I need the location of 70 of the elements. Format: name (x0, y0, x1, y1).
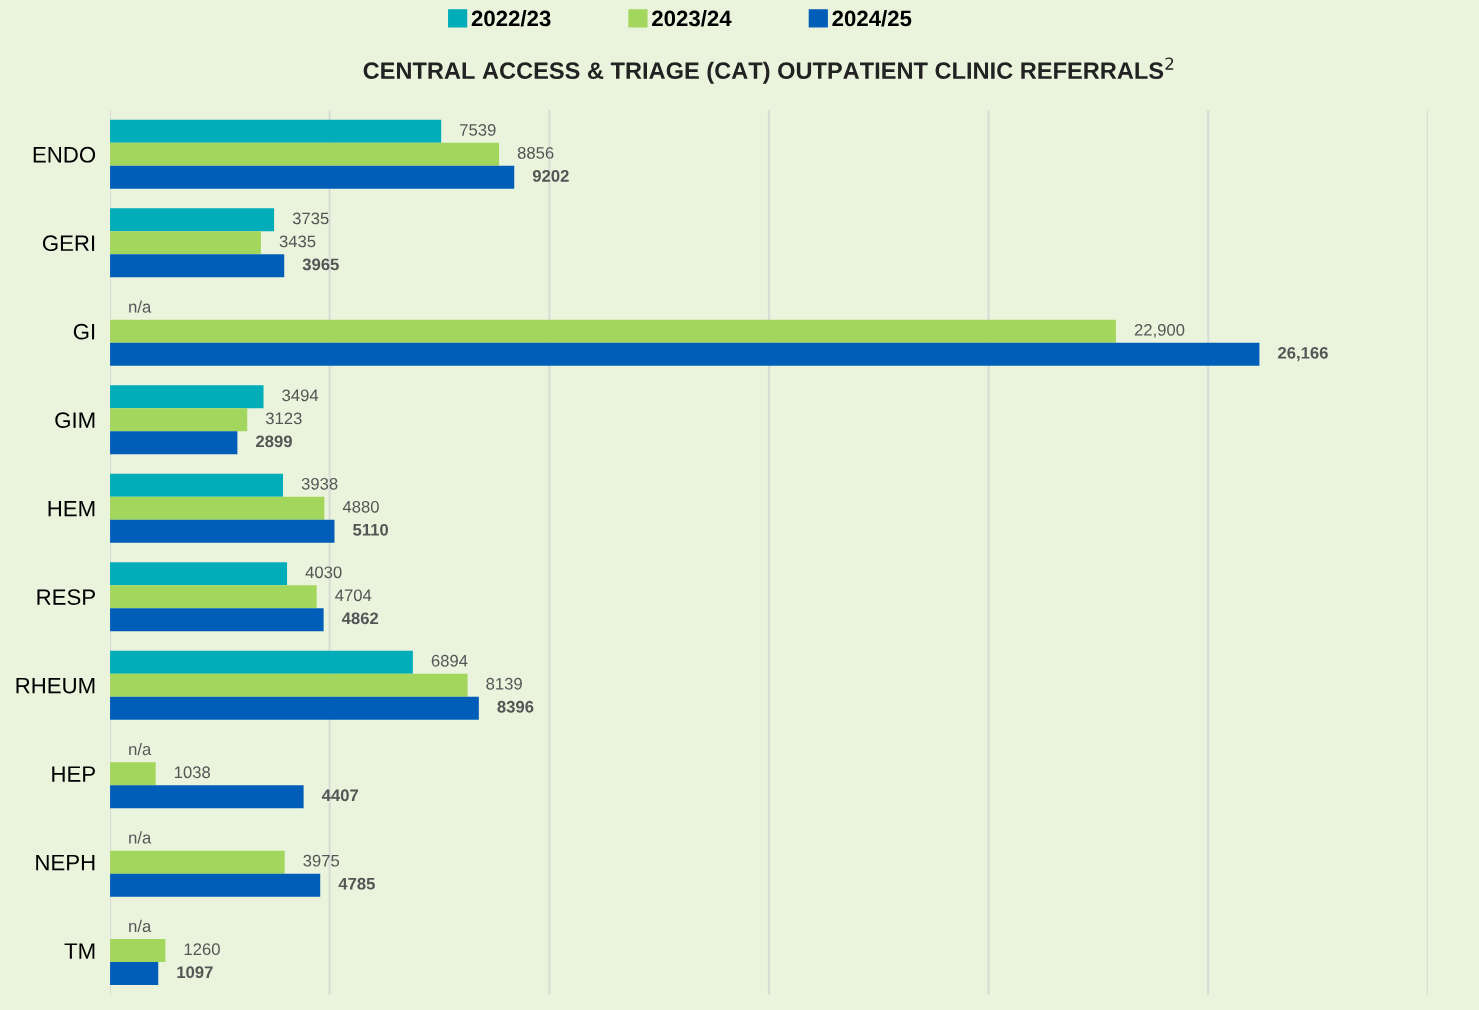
bar (110, 519, 335, 543)
data-label: 4704 (335, 589, 372, 602)
data-label: 8396 (497, 700, 534, 713)
bar (110, 119, 442, 143)
bar (110, 165, 515, 189)
bar (110, 473, 284, 497)
legend-label: 2024/25 (832, 10, 912, 27)
data-label: 3965 (302, 258, 339, 271)
bar (110, 673, 468, 697)
bar (110, 496, 325, 520)
data-label: 4030 (305, 566, 342, 579)
data-label: 4785 (338, 877, 375, 890)
y-tick-label: RESP (37, 589, 95, 605)
legend-label: 2022/23 (471, 10, 551, 27)
bar (110, 785, 304, 809)
text: n/a (129, 919, 152, 933)
text: n/a (129, 300, 152, 313)
data-label: 3435 (279, 235, 316, 248)
data-label: 3123 (265, 412, 302, 425)
y-tick-label: HEM (48, 501, 95, 517)
y-tick-label: HEP (52, 766, 95, 782)
data-label: 4407 (321, 789, 359, 802)
data-label: 4880 (342, 500, 379, 513)
y-tick-label: NEPH (36, 854, 95, 871)
bar (110, 939, 166, 963)
bar (110, 873, 321, 897)
bar (110, 342, 1260, 366)
text: n/a (129, 742, 152, 756)
y-tick-label: TM (64, 943, 95, 959)
bar (110, 385, 264, 409)
data-label: 3735 (292, 212, 329, 225)
data-label: 1097 (177, 966, 213, 979)
y-tick-label: GERI (42, 235, 95, 252)
bar (110, 696, 479, 720)
y-tick-label: RHEUM (16, 677, 95, 694)
legend-label: 2023/24 (652, 10, 732, 27)
data-label: 3494 (282, 389, 319, 402)
bar (110, 850, 285, 874)
bar (110, 231, 261, 255)
bar (110, 431, 238, 455)
y-tick-label: ENDO (33, 146, 96, 163)
bar (110, 608, 324, 632)
data-label: 3975 (303, 854, 340, 867)
data-label: 4862 (341, 612, 379, 625)
data-label: 1260 (184, 943, 220, 956)
data-label: 9202 (532, 170, 569, 182)
bar (110, 762, 156, 786)
data-label: 7539 (460, 124, 496, 136)
data-label: 6894 (431, 654, 468, 667)
y-tick-label: GIM (55, 412, 95, 429)
data-label: 5110 (353, 523, 389, 536)
text: n/a (129, 831, 152, 844)
data-label: 2899 (256, 435, 292, 448)
bar (110, 585, 317, 609)
bar (110, 254, 285, 278)
bar (110, 962, 159, 986)
data-label: 1038 (174, 766, 211, 779)
bar (110, 142, 500, 166)
data-label: 26,166 (1278, 346, 1328, 362)
data-label: 3938 (301, 477, 338, 490)
bar (110, 319, 1116, 343)
chart-title: CENTRAL ACCESS & TRIAGE (CAT) OUTPATIENT CLINIC REFERRALS$^{2}$ (363, 57, 1174, 84)
y-tick-label: GI (73, 323, 95, 340)
data-label: 8856 (517, 147, 554, 159)
bar (110, 562, 288, 586)
bar (110, 408, 248, 432)
bar (110, 208, 275, 232)
data-label: 8139 (486, 677, 522, 690)
data-label: 22,900 (1134, 323, 1185, 338)
bar (110, 650, 413, 674)
